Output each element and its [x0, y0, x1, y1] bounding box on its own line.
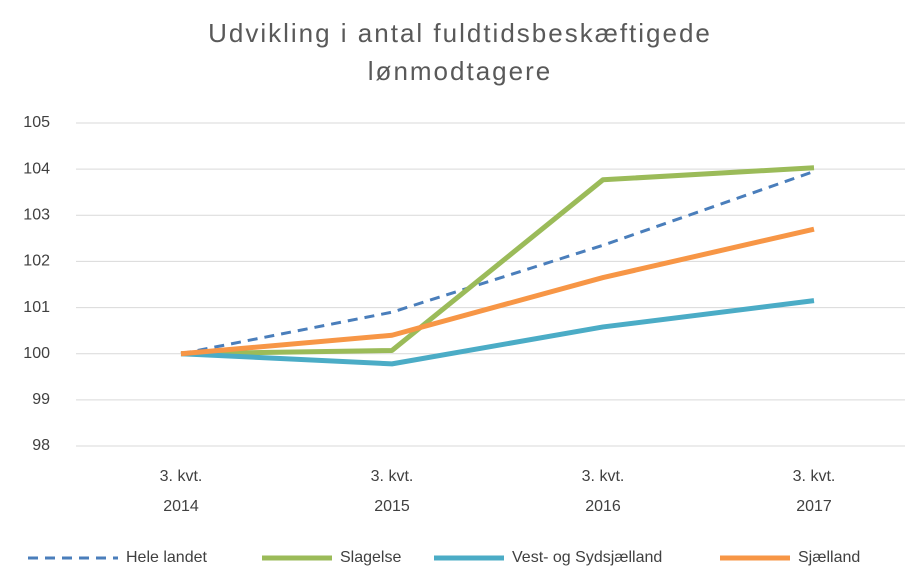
series-line — [180, 226, 815, 357]
chart-title: Udvikling i antal fuldtidsbeskæftigede l… — [208, 18, 712, 86]
x-tick-label: 3. kvt. 2016 — [582, 468, 625, 515]
x-tick-label: 3. kvt. 2015 — [371, 468, 414, 515]
y-tick-label: 99 — [32, 391, 50, 408]
legend-label: Sjælland — [798, 549, 860, 566]
y-tick-label: 103 — [23, 207, 50, 224]
legend-label: Vest- og Sydsjælland — [512, 549, 662, 566]
y-tick-label: 98 — [32, 437, 50, 454]
series-line — [180, 298, 815, 367]
y-tick-label: 100 — [23, 345, 50, 362]
y-tick-label: 101 — [23, 299, 50, 316]
y-tick-label: 105 — [23, 114, 50, 131]
legend-label: Slagelse — [340, 549, 401, 566]
x-tick-label: 3. kvt. 2014 — [160, 468, 203, 515]
legend-label: Hele landet — [126, 549, 208, 566]
x-tick-label: 3. kvt. 2017 — [793, 468, 836, 515]
series-line — [180, 165, 815, 357]
series-line — [180, 170, 815, 356]
y-tick-label: 102 — [23, 253, 50, 270]
y-tick-label: 104 — [23, 160, 50, 177]
